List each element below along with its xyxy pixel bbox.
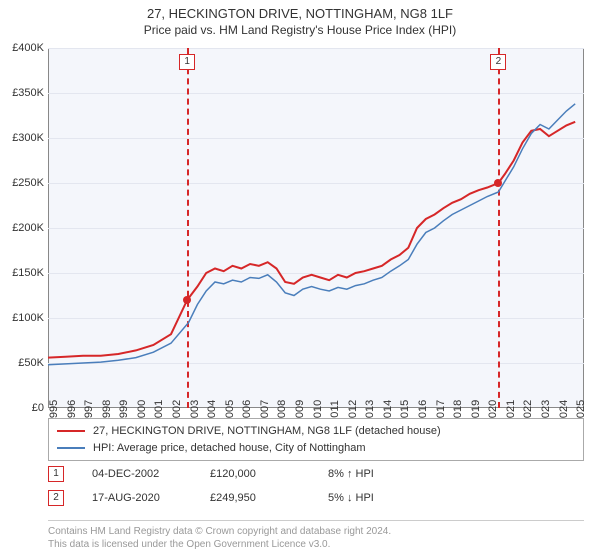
sale-marker-box: 2 [490,54,506,70]
sales-price: £120,000 [210,468,300,480]
footer-line1: Contains HM Land Registry data © Crown c… [48,525,584,538]
sales-price: £249,950 [210,492,300,504]
y-axis-label: £50K [18,357,44,369]
series-line [48,122,575,358]
y-axis-label: £400K [12,42,44,54]
sales-row: 2 17-AUG-2020 £249,950 5% ↓ HPI [48,486,584,510]
sales-date: 04-DEC-2002 [92,468,182,480]
legend-label: HPI: Average price, detached house, City… [93,440,366,457]
y-axis-label: £200K [12,222,44,234]
y-axis-label: £250K [12,177,44,189]
chart-area: £0£50K£100K£150K£200K£250K£300K£350K£400… [48,48,584,408]
sale-marker-dot [494,179,502,187]
sales-table: 1 04-DEC-2002 £120,000 8% ↑ HPI 2 17-AUG-2020… [48,462,584,510]
sales-delta: 5% ↓ HPI [328,492,418,504]
sales-row: 1 04-DEC-2002 £120,000 8% ↑ HPI [48,462,584,486]
sales-date: 17-AUG-2020 [92,492,182,504]
y-axis-label: £300K [12,132,44,144]
series-line [48,104,575,365]
y-axis-label: £100K [12,312,44,324]
y-axis-label: £0 [32,402,44,414]
y-axis-label: £350K [12,87,44,99]
footer-line2: This data is licensed under the Open Gov… [48,538,584,551]
chart-subtitle: Price paid vs. HM Land Registry's House … [0,23,600,37]
legend-row: HPI: Average price, detached house, City… [57,440,575,457]
sale-marker-box: 1 [179,54,195,70]
y-axis-label: £150K [12,267,44,279]
sales-marker-box: 2 [48,490,64,506]
legend-swatch [57,430,85,432]
footer: Contains HM Land Registry data © Crown c… [48,520,584,551]
legend-label: 27, HECKINGTON DRIVE, NOTTINGHAM, NG8 1L… [93,423,441,440]
sales-marker-box: 1 [48,466,64,482]
chart-container: 27, HECKINGTON DRIVE, NOTTINGHAM, NG8 1L… [0,0,600,560]
legend: 27, HECKINGTON DRIVE, NOTTINGHAM, NG8 1L… [48,418,584,461]
chart-lines [48,48,584,408]
legend-row: 27, HECKINGTON DRIVE, NOTTINGHAM, NG8 1L… [57,423,575,440]
sales-delta: 8% ↑ HPI [328,468,418,480]
sale-marker-dot [183,296,191,304]
chart-title: 27, HECKINGTON DRIVE, NOTTINGHAM, NG8 1L… [0,0,600,23]
legend-swatch [57,447,85,449]
